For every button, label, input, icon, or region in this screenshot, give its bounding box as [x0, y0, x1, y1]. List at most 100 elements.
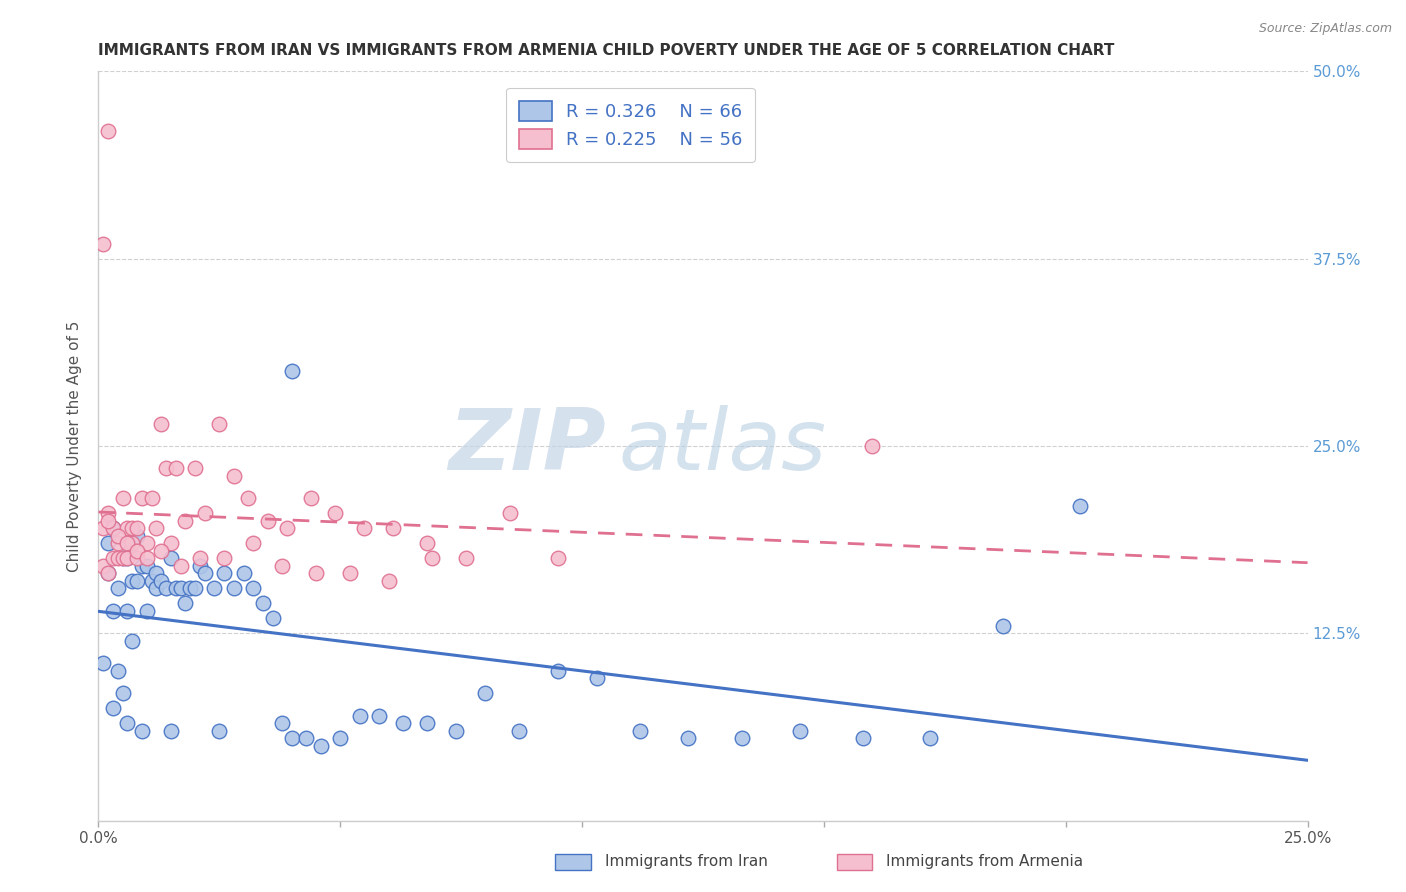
Point: [160, 536, 183, 550]
Point: [789, 723, 811, 738]
Point: [131, 491, 153, 506]
Point: [349, 708, 371, 723]
Point: [169, 558, 191, 573]
Point: [135, 536, 157, 550]
Point: [101, 521, 124, 535]
Point: [547, 664, 569, 678]
Point: [97, 536, 120, 550]
Point: [101, 551, 124, 566]
Point: [547, 551, 569, 566]
Point: [165, 582, 187, 596]
Point: [446, 723, 468, 738]
Point: [97, 566, 120, 581]
Point: [117, 716, 139, 731]
Point: [174, 514, 197, 528]
Text: atlas: atlas: [619, 404, 827, 488]
Point: [97, 514, 120, 528]
Point: [222, 582, 245, 596]
Point: [127, 574, 149, 588]
Point: [111, 686, 134, 700]
Point: [194, 566, 217, 581]
Point: [731, 731, 754, 746]
Point: [416, 716, 439, 731]
Point: [160, 551, 183, 566]
Point: [295, 731, 318, 746]
Point: [107, 529, 129, 543]
Point: [174, 596, 197, 610]
Point: [585, 671, 607, 685]
Point: [131, 558, 153, 573]
Point: [184, 461, 207, 475]
Point: [991, 619, 1014, 633]
Point: [281, 731, 304, 746]
Point: [454, 551, 477, 566]
Legend: R = 0.326    N = 66, R = 0.225    N = 56: R = 0.326 N = 66, R = 0.225 N = 56: [506, 88, 755, 162]
Point: [392, 716, 415, 731]
Point: [101, 604, 124, 618]
Point: [127, 529, 149, 543]
Point: [107, 536, 129, 550]
Point: [107, 664, 129, 678]
Point: [91, 657, 114, 671]
Point: [145, 566, 167, 581]
Point: [145, 521, 167, 535]
Point: [150, 544, 173, 558]
Point: [377, 574, 399, 588]
Point: [1069, 499, 1091, 513]
Point: [208, 417, 231, 431]
Point: [678, 731, 700, 746]
Point: [131, 723, 153, 738]
Point: [150, 574, 173, 588]
Point: [111, 551, 134, 566]
Point: [121, 633, 143, 648]
Point: [252, 596, 274, 610]
Text: IMMIGRANTS FROM IRAN VS IMMIGRANTS FROM ARMENIA CHILD POVERTY UNDER THE AGE OF 5: IMMIGRANTS FROM IRAN VS IMMIGRANTS FROM …: [98, 43, 1115, 58]
Text: Immigrants from Armenia: Immigrants from Armenia: [886, 855, 1083, 869]
Point: [97, 124, 120, 138]
Point: [107, 582, 129, 596]
Point: [179, 582, 201, 596]
Point: [107, 551, 129, 566]
Point: [101, 701, 124, 715]
Point: [155, 461, 177, 475]
Point: [121, 574, 143, 588]
Point: [97, 507, 120, 521]
Point: [91, 521, 114, 535]
Y-axis label: Child Poverty Under the Age of 5: Child Poverty Under the Age of 5: [67, 320, 83, 572]
Point: [117, 536, 139, 550]
Point: [420, 551, 443, 566]
Point: [353, 521, 375, 535]
Point: [117, 551, 139, 566]
Point: [91, 236, 114, 251]
Point: [117, 521, 139, 535]
Point: [135, 604, 157, 618]
Point: [262, 611, 284, 625]
Point: [155, 582, 177, 596]
Point: [498, 507, 520, 521]
Point: [242, 582, 264, 596]
Point: [222, 469, 245, 483]
Point: [150, 417, 173, 431]
Text: ZIP: ZIP: [449, 404, 606, 488]
Point: [860, 439, 883, 453]
Point: [242, 536, 264, 550]
Point: [117, 551, 139, 566]
Point: [91, 558, 114, 573]
Point: [256, 514, 278, 528]
Point: [145, 582, 167, 596]
Point: [325, 507, 347, 521]
Point: [276, 521, 298, 535]
Point: [169, 582, 191, 596]
Point: [508, 723, 530, 738]
Point: [339, 566, 361, 581]
Point: [920, 731, 942, 746]
Point: [121, 521, 143, 535]
Point: [208, 723, 231, 738]
Point: [299, 491, 322, 506]
Point: [165, 461, 187, 475]
Point: [127, 551, 149, 566]
Point: [212, 566, 235, 581]
Point: [111, 491, 134, 506]
Text: Immigrants from Iran: Immigrants from Iran: [605, 855, 768, 869]
Point: [309, 739, 332, 753]
